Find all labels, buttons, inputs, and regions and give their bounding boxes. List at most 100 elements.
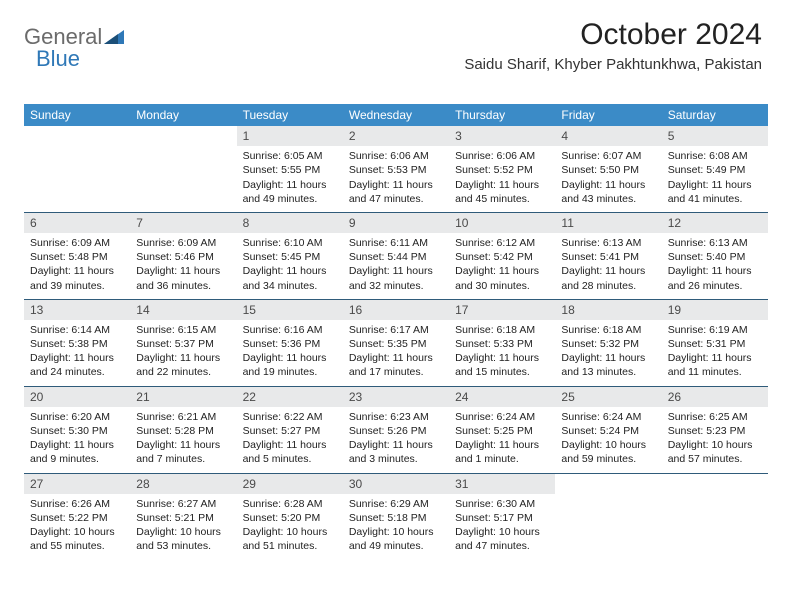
- sunrise-text: Sunrise: 6:11 AM: [349, 236, 443, 250]
- calendar-week: 20Sunrise: 6:20 AMSunset: 5:30 PMDayligh…: [24, 386, 768, 473]
- sunset-text: Sunset: 5:24 PM: [561, 424, 655, 438]
- sunrise-text: Sunrise: 6:16 AM: [243, 323, 337, 337]
- calendar-day: 7Sunrise: 6:09 AMSunset: 5:46 PMDaylight…: [130, 213, 236, 299]
- day-body: Sunrise: 6:18 AMSunset: 5:32 PMDaylight:…: [555, 320, 661, 386]
- sunset-text: Sunset: 5:48 PM: [30, 250, 124, 264]
- day-number: 2: [343, 126, 449, 146]
- dow-saturday: Saturday: [662, 104, 768, 126]
- sunrise-text: Sunrise: 6:23 AM: [349, 410, 443, 424]
- day-number: 6: [24, 213, 130, 233]
- sunset-text: Sunset: 5:22 PM: [30, 511, 124, 525]
- day-number: 18: [555, 300, 661, 320]
- daylight-text: Daylight: 10 hours and 59 minutes.: [561, 438, 655, 466]
- day-number: 29: [237, 474, 343, 494]
- day-body: Sunrise: 6:29 AMSunset: 5:18 PMDaylight:…: [343, 494, 449, 560]
- day-body: Sunrise: 6:06 AMSunset: 5:53 PMDaylight:…: [343, 146, 449, 212]
- day-number: 11: [555, 213, 661, 233]
- sunrise-text: Sunrise: 6:13 AM: [561, 236, 655, 250]
- day-number: 27: [24, 474, 130, 494]
- sunset-text: Sunset: 5:32 PM: [561, 337, 655, 351]
- daylight-text: Daylight: 10 hours and 57 minutes.: [668, 438, 762, 466]
- day-number: 15: [237, 300, 343, 320]
- day-body: Sunrise: 6:27 AMSunset: 5:21 PMDaylight:…: [130, 494, 236, 560]
- dow-monday: Monday: [130, 104, 236, 126]
- daylight-text: Daylight: 10 hours and 49 minutes.: [349, 525, 443, 553]
- calendar-day: 13Sunrise: 6:14 AMSunset: 5:38 PMDayligh…: [24, 300, 130, 386]
- calendar-day: 15Sunrise: 6:16 AMSunset: 5:36 PMDayligh…: [237, 300, 343, 386]
- calendar-day: 14Sunrise: 6:15 AMSunset: 5:37 PMDayligh…: [130, 300, 236, 386]
- calendar-day: 2Sunrise: 6:06 AMSunset: 5:53 PMDaylight…: [343, 126, 449, 212]
- daylight-text: Daylight: 11 hours and 13 minutes.: [561, 351, 655, 379]
- calendar-day: 26Sunrise: 6:25 AMSunset: 5:23 PMDayligh…: [662, 387, 768, 473]
- daylight-text: Daylight: 11 hours and 41 minutes.: [668, 178, 762, 206]
- sunrise-text: Sunrise: 6:05 AM: [243, 149, 337, 163]
- calendar-day: 16Sunrise: 6:17 AMSunset: 5:35 PMDayligh…: [343, 300, 449, 386]
- day-body: Sunrise: 6:09 AMSunset: 5:46 PMDaylight:…: [130, 233, 236, 299]
- sunrise-text: Sunrise: 6:30 AM: [455, 497, 549, 511]
- day-body: Sunrise: 6:17 AMSunset: 5:35 PMDaylight:…: [343, 320, 449, 386]
- sunrise-text: Sunrise: 6:09 AM: [136, 236, 230, 250]
- day-body: Sunrise: 6:07 AMSunset: 5:50 PMDaylight:…: [555, 146, 661, 212]
- daylight-text: Daylight: 11 hours and 11 minutes.: [668, 351, 762, 379]
- daylight-text: Daylight: 10 hours and 55 minutes.: [30, 525, 124, 553]
- day-body: Sunrise: 6:10 AMSunset: 5:45 PMDaylight:…: [237, 233, 343, 299]
- calendar-day: 21Sunrise: 6:21 AMSunset: 5:28 PMDayligh…: [130, 387, 236, 473]
- day-body: Sunrise: 6:28 AMSunset: 5:20 PMDaylight:…: [237, 494, 343, 560]
- calendar-day: 22Sunrise: 6:22 AMSunset: 5:27 PMDayligh…: [237, 387, 343, 473]
- day-number: 7: [130, 213, 236, 233]
- calendar-day: 28Sunrise: 6:27 AMSunset: 5:21 PMDayligh…: [130, 474, 236, 560]
- sunset-text: Sunset: 5:50 PM: [561, 163, 655, 177]
- calendar-day: 27Sunrise: 6:26 AMSunset: 5:22 PMDayligh…: [24, 474, 130, 560]
- day-number: 12: [662, 213, 768, 233]
- daylight-text: Daylight: 11 hours and 28 minutes.: [561, 264, 655, 292]
- day-body: Sunrise: 6:24 AMSunset: 5:25 PMDaylight:…: [449, 407, 555, 473]
- calendar-day: 25Sunrise: 6:24 AMSunset: 5:24 PMDayligh…: [555, 387, 661, 473]
- day-number: 22: [237, 387, 343, 407]
- sunset-text: Sunset: 5:35 PM: [349, 337, 443, 351]
- day-body: Sunrise: 6:15 AMSunset: 5:37 PMDaylight:…: [130, 320, 236, 386]
- day-body: Sunrise: 6:30 AMSunset: 5:17 PMDaylight:…: [449, 494, 555, 560]
- day-body: Sunrise: 6:09 AMSunset: 5:48 PMDaylight:…: [24, 233, 130, 299]
- calendar-day: 3Sunrise: 6:06 AMSunset: 5:52 PMDaylight…: [449, 126, 555, 212]
- calendar-day: [555, 474, 661, 560]
- sunset-text: Sunset: 5:20 PM: [243, 511, 337, 525]
- day-body: Sunrise: 6:24 AMSunset: 5:24 PMDaylight:…: [555, 407, 661, 473]
- dow-friday: Friday: [555, 104, 661, 126]
- day-number: 9: [343, 213, 449, 233]
- sunrise-text: Sunrise: 6:10 AM: [243, 236, 337, 250]
- day-of-week-header: Sunday Monday Tuesday Wednesday Thursday…: [24, 104, 768, 126]
- calendar-day: 24Sunrise: 6:24 AMSunset: 5:25 PMDayligh…: [449, 387, 555, 473]
- sunrise-text: Sunrise: 6:15 AM: [136, 323, 230, 337]
- logo-line2: Blue: [36, 46, 80, 72]
- calendar-day: 18Sunrise: 6:18 AMSunset: 5:32 PMDayligh…: [555, 300, 661, 386]
- daylight-text: Daylight: 11 hours and 17 minutes.: [349, 351, 443, 379]
- day-number: 31: [449, 474, 555, 494]
- dow-thursday: Thursday: [449, 104, 555, 126]
- sunrise-text: Sunrise: 6:17 AM: [349, 323, 443, 337]
- day-body: Sunrise: 6:26 AMSunset: 5:22 PMDaylight:…: [24, 494, 130, 560]
- sunset-text: Sunset: 5:42 PM: [455, 250, 549, 264]
- calendar-week: 13Sunrise: 6:14 AMSunset: 5:38 PMDayligh…: [24, 299, 768, 386]
- day-number: 13: [24, 300, 130, 320]
- sunset-text: Sunset: 5:41 PM: [561, 250, 655, 264]
- daylight-text: Daylight: 11 hours and 47 minutes.: [349, 178, 443, 206]
- sunset-text: Sunset: 5:38 PM: [30, 337, 124, 351]
- daylight-text: Daylight: 11 hours and 39 minutes.: [30, 264, 124, 292]
- sunset-text: Sunset: 5:28 PM: [136, 424, 230, 438]
- sunset-text: Sunset: 5:37 PM: [136, 337, 230, 351]
- day-body: Sunrise: 6:13 AMSunset: 5:40 PMDaylight:…: [662, 233, 768, 299]
- sunrise-text: Sunrise: 6:19 AM: [668, 323, 762, 337]
- sunset-text: Sunset: 5:33 PM: [455, 337, 549, 351]
- calendar-day: 12Sunrise: 6:13 AMSunset: 5:40 PMDayligh…: [662, 213, 768, 299]
- page-title: October 2024: [464, 18, 762, 52]
- day-body: Sunrise: 6:11 AMSunset: 5:44 PMDaylight:…: [343, 233, 449, 299]
- day-body: Sunrise: 6:08 AMSunset: 5:49 PMDaylight:…: [662, 146, 768, 212]
- calendar: Sunday Monday Tuesday Wednesday Thursday…: [24, 104, 768, 559]
- calendar-day: 5Sunrise: 6:08 AMSunset: 5:49 PMDaylight…: [662, 126, 768, 212]
- daylight-text: Daylight: 11 hours and 7 minutes.: [136, 438, 230, 466]
- daylight-text: Daylight: 11 hours and 34 minutes.: [243, 264, 337, 292]
- sunset-text: Sunset: 5:17 PM: [455, 511, 549, 525]
- sunrise-text: Sunrise: 6:18 AM: [455, 323, 549, 337]
- daylight-text: Daylight: 11 hours and 5 minutes.: [243, 438, 337, 466]
- sunrise-text: Sunrise: 6:28 AM: [243, 497, 337, 511]
